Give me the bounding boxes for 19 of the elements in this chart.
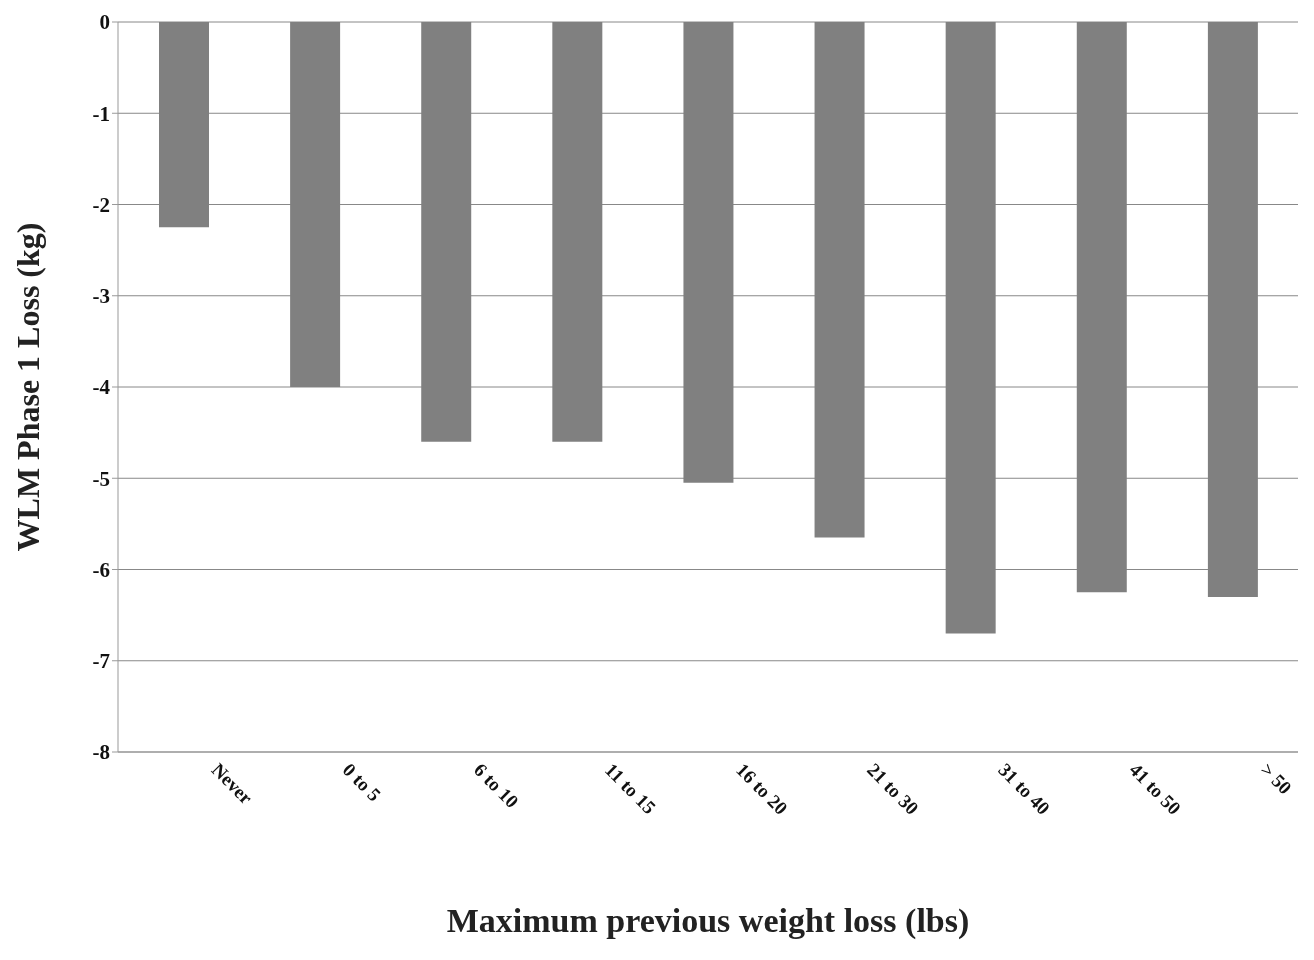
x-tick-label: 31 to 40 [994,759,1054,819]
x-tick-label: > 50 [1256,759,1296,799]
x-tick-label: 11 to 15 [600,759,660,818]
x-tick-label: 41 to 50 [1125,759,1186,819]
x-tick-label: 0 to 5 [338,759,385,806]
y-tick-label: -5 [92,466,110,491]
y-tick-label: -7 [92,649,110,674]
y-tick-label: -2 [92,192,110,217]
y-tick-label: 0 [99,10,110,35]
x-tick-label: 21 to 30 [863,759,923,819]
y-tick-label: -6 [92,557,110,582]
x-axis-title: Maximum previous weight loss (lbs) [446,902,970,940]
y-axis-title: WLM Phase 1 Loss (kg) [10,222,47,552]
y-tick-label: -4 [92,375,111,400]
x-tick-label: 6 to 10 [469,759,523,812]
y-tick-label: -3 [92,284,110,309]
y-tick-label: -8 [92,740,110,765]
y-tick-label: -1 [92,101,110,126]
x-tick-label: 16 to 20 [732,759,792,819]
